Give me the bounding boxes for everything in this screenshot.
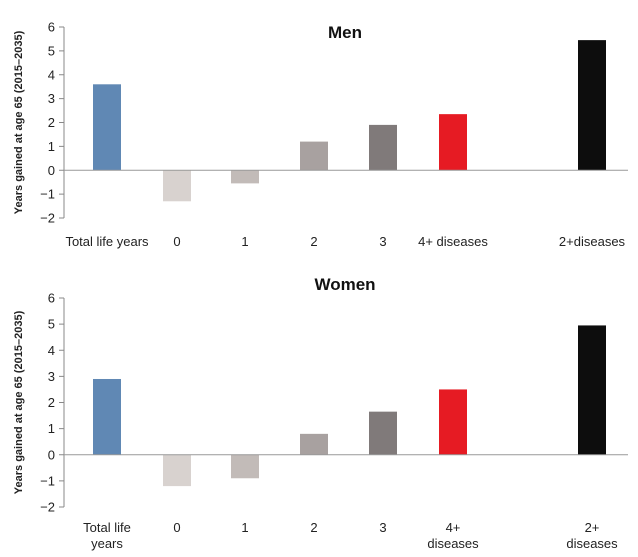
bar-women-6 <box>578 325 606 455</box>
y-tick-label-men: 5 <box>48 43 55 58</box>
category-label-women: 2+ <box>585 520 600 535</box>
category-label-men: Total life years <box>65 234 149 249</box>
y-axis-label-women: Years gained at age 65 (2015–2035) <box>13 310 25 494</box>
category-label-women: 0 <box>173 520 180 535</box>
bar-women-1 <box>163 454 191 487</box>
y-tick-label-men: −1 <box>40 187 55 202</box>
category-label-men: 0 <box>173 234 180 249</box>
bar-men-1 <box>163 170 191 202</box>
bar-men-4 <box>369 124 397 171</box>
category-label-men: 2 <box>310 234 317 249</box>
bar-women-0 <box>93 378 121 455</box>
y-axis-label-men: Years gained at age 65 (2015–2035) <box>13 30 25 214</box>
y-tick-label-women: 1 <box>48 421 55 436</box>
bar-women-3 <box>300 433 328 455</box>
y-tick-label-women: 4 <box>48 343 55 358</box>
bar-women-2 <box>231 454 259 479</box>
category-label-women: years <box>91 536 123 551</box>
y-tick-label-women: 6 <box>48 291 55 306</box>
category-label-women: diseases <box>566 536 618 551</box>
bar-men-2 <box>231 170 259 184</box>
category-label-men: 3 <box>379 234 386 249</box>
y-tick-label-women: 0 <box>48 447 55 462</box>
bar-men-5 <box>439 114 467 171</box>
y-tick-label-men: 4 <box>48 67 55 82</box>
y-tick-label-women: −1 <box>40 473 55 488</box>
bar-women-4 <box>369 411 397 455</box>
chart-title-women: Women <box>314 275 375 294</box>
category-label-women: 3 <box>379 520 386 535</box>
y-tick-label-women: 2 <box>48 395 55 410</box>
y-tick-label-men: 2 <box>48 115 55 130</box>
category-label-women: diseases <box>427 536 479 551</box>
y-tick-label-women: 5 <box>48 317 55 332</box>
y-tick-label-men: 6 <box>48 20 55 35</box>
category-label-men: 4+ diseases <box>418 234 488 249</box>
bar-men-6 <box>578 40 606 171</box>
category-label-women: 2 <box>310 520 317 535</box>
bar-men-3 <box>300 141 328 171</box>
y-tick-label-men: −2 <box>40 211 55 226</box>
y-tick-label-women: −2 <box>40 500 55 515</box>
category-label-women: Total life <box>83 520 131 535</box>
category-label-women: 4+ <box>446 520 461 535</box>
y-tick-label-men: 1 <box>48 139 55 154</box>
category-label-women: 1 <box>241 520 248 535</box>
y-tick-label-men: 3 <box>48 91 55 106</box>
y-tick-label-women: 3 <box>48 369 55 384</box>
category-label-men: 1 <box>241 234 248 249</box>
y-tick-label-men: 0 <box>48 163 55 178</box>
bar-women-5 <box>439 389 467 455</box>
bar-men-0 <box>93 84 121 171</box>
chart-title-men: Men <box>328 23 362 42</box>
category-label-men: 2+diseases <box>559 234 626 249</box>
